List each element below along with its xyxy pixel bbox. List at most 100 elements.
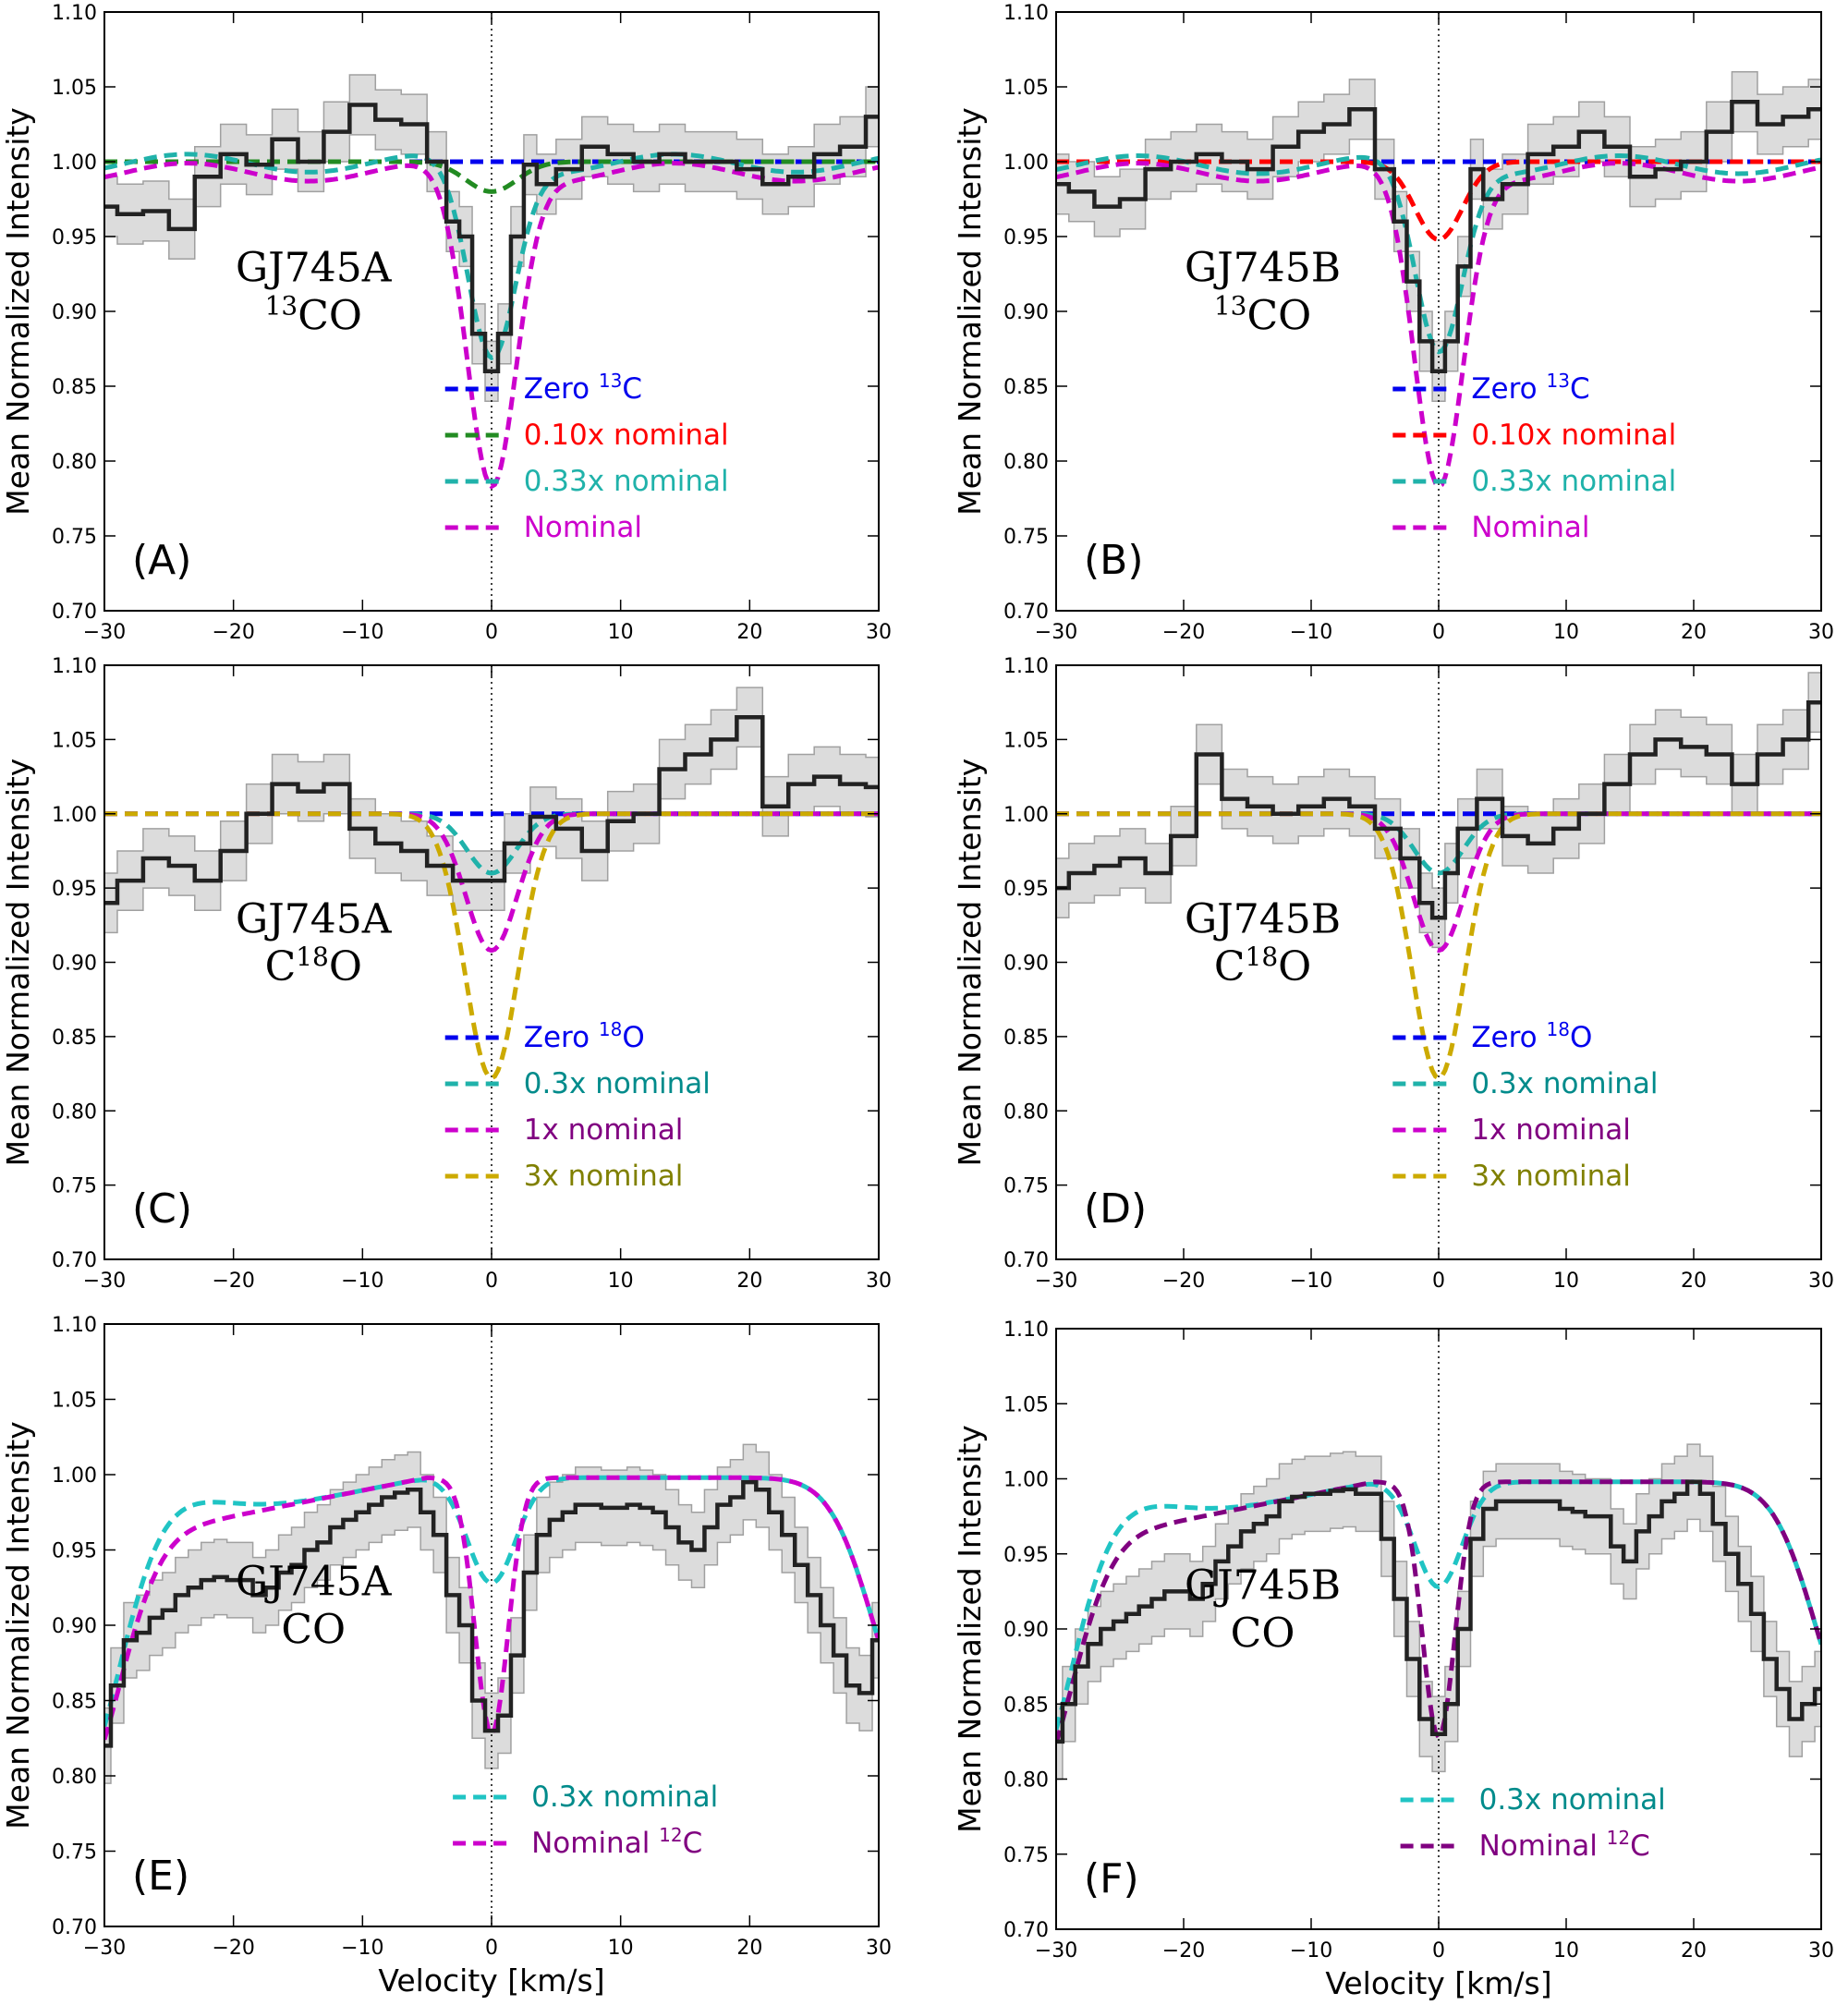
- y-tick-label: 0.85: [1003, 1694, 1049, 1717]
- plot-area: [1056, 1329, 1821, 1929]
- y-axis-label: Mean Normalized Intensity: [952, 759, 988, 1167]
- legend-label: 0.3x nominal: [1479, 1783, 1666, 1817]
- y-tick-label: 1.05: [52, 77, 97, 100]
- y-tick-label: 0.90: [52, 1615, 97, 1638]
- x-tick-label: −20: [1162, 1939, 1205, 1962]
- observed-spectrum: [104, 715, 879, 905]
- model-line: [104, 161, 879, 490]
- y-tick-label: 1.00: [52, 1464, 97, 1488]
- legend-label: Zero 13C: [1471, 370, 1589, 406]
- legend-label: Zero 13C: [524, 370, 642, 406]
- y-tick-label: 0.95: [1003, 226, 1049, 249]
- x-tick-label: −30: [1035, 1939, 1077, 1962]
- model-line: [104, 811, 879, 1081]
- x-tick-label: 30: [866, 1937, 892, 1960]
- species-label: 13CO: [1214, 290, 1311, 339]
- observed-spectrum: [104, 103, 879, 374]
- x-tick-label: −20: [212, 621, 254, 644]
- y-tick-label: 0.70: [1003, 1249, 1049, 1272]
- x-tick-label: 0: [1432, 1270, 1445, 1293]
- x-tick-label: 30: [866, 1270, 892, 1293]
- y-tick-label: 1.00: [52, 152, 97, 175]
- x-tick-label: 30: [866, 621, 892, 644]
- y-tick-label: 1.05: [1003, 77, 1049, 100]
- y-tick-label: 0.85: [1003, 376, 1049, 399]
- legend-label: 0.3x nominal: [1471, 1067, 1658, 1100]
- y-tick-label: 0.80: [1003, 1100, 1049, 1124]
- x-tick-label: −10: [341, 621, 383, 644]
- panel-f: −30 −20 −10 0 10 20 30 0.70 0.75 0.80 0.85 0.90 0.95…: [952, 1318, 1834, 2001]
- legend-label: 0.33x nominal: [1471, 465, 1676, 498]
- star-name: GJ745B: [1185, 1562, 1341, 1610]
- y-tick-label: 0.85: [52, 1027, 97, 1050]
- x-tick-label: 10: [1553, 1270, 1579, 1293]
- legend-label: 0.3x nominal: [524, 1067, 711, 1100]
- x-tick-label: 10: [1553, 1939, 1579, 1962]
- species-label: C18O: [1214, 942, 1311, 990]
- y-tick-label: 0.70: [52, 1916, 97, 1939]
- plot-area: [104, 665, 879, 1259]
- y-tick-label: 0.80: [1003, 451, 1049, 474]
- y-tick-label: 1.10: [1003, 2, 1049, 25]
- x-tick-label: 30: [1808, 621, 1834, 644]
- y-tick-label: 0.95: [52, 1540, 97, 1563]
- y-tick-label: 1.05: [52, 729, 97, 752]
- y-tick-label: 0.90: [1003, 953, 1049, 976]
- x-tick-label: 10: [1553, 621, 1579, 644]
- panel-label: (B): [1084, 537, 1144, 584]
- x-tick-label: −20: [1162, 1270, 1205, 1293]
- y-tick-label: 0.75: [52, 526, 97, 549]
- x-tick-label: 20: [736, 1270, 762, 1293]
- observed-spectrum: [1056, 99, 1821, 374]
- y-tick-label: 0.70: [52, 601, 97, 624]
- error-band: [1056, 1443, 1821, 1780]
- y-tick-label: 0.85: [52, 376, 97, 399]
- panel-label: (D): [1084, 1185, 1147, 1233]
- legend-label: 3x nominal: [1471, 1160, 1631, 1193]
- y-axis-label: Mean Normalized Intensity: [0, 1421, 36, 1829]
- x-tick-label: 0: [1432, 1939, 1445, 1962]
- x-tick-label: 20: [1681, 621, 1707, 644]
- observed-spectrum: [1056, 699, 1821, 920]
- y-tick-label: 1.10: [52, 655, 97, 678]
- plot-area: [104, 12, 879, 611]
- y-tick-label: 0.95: [52, 226, 97, 249]
- x-tick-label: 10: [608, 1937, 634, 1960]
- x-tick-label: 20: [736, 1937, 762, 1960]
- panel-a: −30 −20 −10 0 10 20 30 0.70 0.75 0.80 0.85 0.90 0.95…: [0, 2, 892, 644]
- x-tick-label: −10: [1290, 1270, 1332, 1293]
- x-tick-label: 0: [485, 621, 498, 644]
- x-tick-label: 0: [1432, 621, 1445, 644]
- y-tick-label: 1.00: [1003, 152, 1049, 175]
- x-tick-label: −10: [341, 1270, 383, 1293]
- species-label: 13CO: [265, 290, 362, 339]
- x-tick-label: −20: [1162, 621, 1205, 644]
- x-tick-label: −10: [1290, 621, 1332, 644]
- x-tick-label: 30: [1808, 1939, 1834, 1962]
- x-tick-label: 0: [485, 1270, 498, 1293]
- model-line: [1056, 811, 1821, 1081]
- x-tick-label: −30: [1035, 1270, 1077, 1293]
- x-tick-label: 30: [1808, 1270, 1834, 1293]
- star-name: GJ745A: [236, 1558, 393, 1605]
- species-label: CO: [1231, 1610, 1295, 1658]
- y-tick-label: 1.00: [1003, 804, 1049, 827]
- plot-area: [1056, 665, 1821, 1259]
- model-line: [104, 1475, 879, 1741]
- y-tick-label: 0.80: [52, 451, 97, 474]
- y-tick-label: 0.90: [52, 953, 97, 976]
- x-tick-label: 10: [608, 1270, 634, 1293]
- y-tick-label: 0.70: [1003, 601, 1049, 624]
- star-name: GJ745B: [1185, 895, 1341, 942]
- x-tick-label: 20: [1681, 1270, 1707, 1293]
- model-line: [1056, 161, 1821, 490]
- y-tick-label: 0.75: [52, 1175, 97, 1198]
- y-tick-label: 0.70: [1003, 1919, 1049, 1942]
- species-label: C18O: [265, 942, 362, 990]
- y-tick-label: 0.95: [1003, 1544, 1049, 1567]
- y-axis-label: Mean Normalized Intensity: [0, 107, 36, 516]
- x-tick-label: −10: [1290, 1939, 1332, 1962]
- x-tick-label: 10: [608, 621, 634, 644]
- y-axis-label: Mean Normalized Intensity: [952, 1425, 988, 1833]
- legend-label: Nominal 12C: [531, 1824, 702, 1860]
